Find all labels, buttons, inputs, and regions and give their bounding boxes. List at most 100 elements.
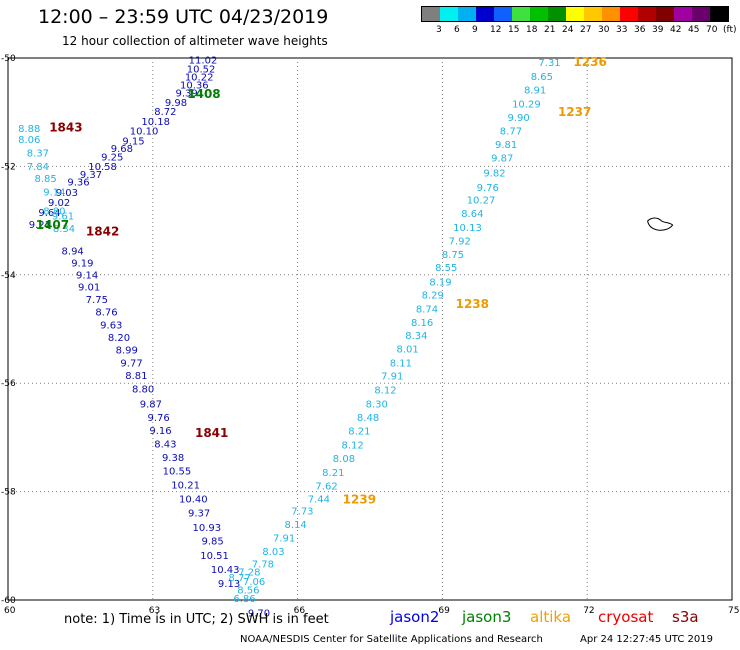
wave-height-value: 8.14: [285, 520, 307, 531]
wave-height-value: 8.01: [397, 345, 419, 356]
wave-height-value: 9.01: [78, 283, 100, 294]
wave-height-value: 8.85: [35, 174, 57, 185]
wave-height-value: 9.39: [175, 89, 197, 100]
wave-height-value: 7.91: [381, 372, 403, 383]
wave-height-value: 8.77: [500, 127, 522, 138]
wave-height-value: 10.52: [187, 64, 216, 75]
wave-height-value: 8.21: [348, 426, 370, 437]
legend-swatch: [548, 7, 566, 21]
wave-height-value: 10.55: [163, 466, 192, 477]
legend-swatch: [638, 7, 656, 21]
lon-tick-label: 66: [294, 606, 306, 616]
legend-swatches: [421, 6, 729, 22]
wave-height-value: 8.12: [374, 386, 396, 397]
wave-height-value: 8.43: [154, 439, 176, 450]
wave-height-value: 9.70: [248, 608, 270, 619]
lon-tick-label: 60: [4, 606, 16, 616]
wave-height-value: 8.77: [229, 573, 251, 584]
wave-height-value: 9.21: [29, 220, 51, 231]
wave-height-value: 7.91: [273, 534, 295, 545]
wave-height-value: 7.78: [252, 560, 274, 571]
lat-tick-label: -56: [1, 379, 16, 389]
wave-height-value: 9.82: [483, 168, 505, 179]
wave-height-value: 9.81: [495, 140, 517, 151]
wave-height-value: 8.34: [405, 331, 427, 342]
legend-label: 12: [490, 25, 502, 35]
wave-height-value: 8.56: [237, 586, 259, 597]
wave-height-value: 8.08: [333, 454, 355, 465]
legend-swatch: [494, 7, 512, 21]
wave-height-value: 8.30: [366, 399, 388, 410]
wave-height-value: 8.21: [322, 468, 344, 479]
wave-height-value: 9.14: [76, 270, 98, 281]
wave-height-value: 8.64: [461, 209, 483, 220]
wave-height-value: 7.73: [291, 507, 313, 518]
wave-height-value: 10.93: [193, 523, 222, 534]
legend-swatch: [440, 7, 458, 21]
satellite-altika: altika: [530, 608, 572, 626]
wave-height-value: 9.13: [218, 579, 240, 590]
wave-height-value: 9.19: [71, 258, 93, 269]
wave-height-value: 8.29: [422, 290, 444, 301]
footer-timestamp: Apr 24 12:27:45 UTC 2019: [580, 634, 713, 645]
legend-label: 42: [670, 25, 682, 35]
lon-tick-label: 72: [583, 606, 594, 616]
satellite-jason3: jason3: [462, 608, 512, 626]
legend-label: 30: [598, 25, 610, 35]
footer-note: note: 1) Time is in UTC; 2) SWH is in fe…: [64, 612, 329, 627]
wave-height-value: 8.11: [390, 359, 412, 370]
wave-height-value: 9.61: [52, 212, 74, 223]
wave-height-value: 10.27: [467, 195, 496, 206]
pass-time-label: 1843: [49, 120, 82, 134]
legend-label: 70: [706, 25, 718, 35]
wave-height-value: 8.80: [132, 385, 154, 396]
legend-swatch: [422, 7, 440, 21]
legend-label: 45: [688, 25, 700, 35]
wave-height-value: 9.68: [111, 144, 133, 155]
pass-time-label: 1238: [456, 297, 489, 311]
wave-height-value: 8.48: [357, 413, 379, 424]
wave-height-value: 10.22: [185, 72, 214, 83]
wave-height-value: 9.36: [67, 178, 89, 189]
wave-height-value: 10.18: [141, 117, 170, 128]
legend-swatch: [530, 7, 548, 21]
pass-time-label: 1842: [86, 224, 119, 238]
wave-height-value: 9.03: [56, 188, 78, 199]
page-subtitle: 12 hour collection of altimeter wave hei…: [62, 34, 328, 48]
lon-tick-label: 69: [438, 606, 450, 616]
legend-swatch: [458, 7, 476, 21]
wave-height-value: 8.99: [116, 346, 138, 357]
wave-height-value: 8.75: [442, 250, 464, 261]
wave-height-value: 9.02: [48, 198, 70, 209]
wave-height-value: 8.65: [531, 72, 553, 83]
wave-height-value: 10.58: [88, 162, 117, 173]
pass-time-label: 1239: [343, 493, 376, 507]
wave-height-value: 11.02: [189, 56, 218, 67]
wave-height-value: 7.62: [315, 482, 337, 493]
wave-height-value: 8.91: [524, 85, 546, 96]
wave-height-value: 9.87: [140, 399, 162, 410]
wave-height-value: 8.55: [435, 263, 457, 274]
color-legend: 3 6 9 12 15 18 21 24 27 30 33 36 39 42 45 70 (ft): [421, 6, 737, 36]
wave-height-value: 10.21: [171, 481, 200, 492]
wave-height-value: 9.25: [101, 153, 123, 164]
wave-height-value: 8.19: [429, 277, 451, 288]
legend-label: 6: [454, 25, 460, 35]
legend-label: 18: [526, 25, 538, 35]
legend-labels: 3 6 9 12 15 18 21 24 27 30 33 36 39 42 45 70 (ft): [421, 22, 737, 36]
satellite-cryosat: cryosat: [598, 608, 654, 626]
wave-height-value: 9.16: [149, 426, 171, 437]
wave-height-value: 8.76: [95, 308, 117, 319]
wave-height-value: 7.92: [449, 237, 471, 248]
satellite-jason2: jason2: [390, 608, 440, 626]
legend-swatch: [692, 7, 710, 21]
legend-swatch: [710, 7, 728, 21]
wave-height-value: 10.13: [453, 223, 482, 234]
wave-height-value: 10.29: [512, 100, 541, 111]
wave-height-value: 10.40: [179, 495, 208, 506]
legend-label: 33: [616, 25, 628, 35]
wave-height-value: 10.43: [211, 565, 240, 576]
wave-height-value: 8.34: [53, 224, 75, 235]
